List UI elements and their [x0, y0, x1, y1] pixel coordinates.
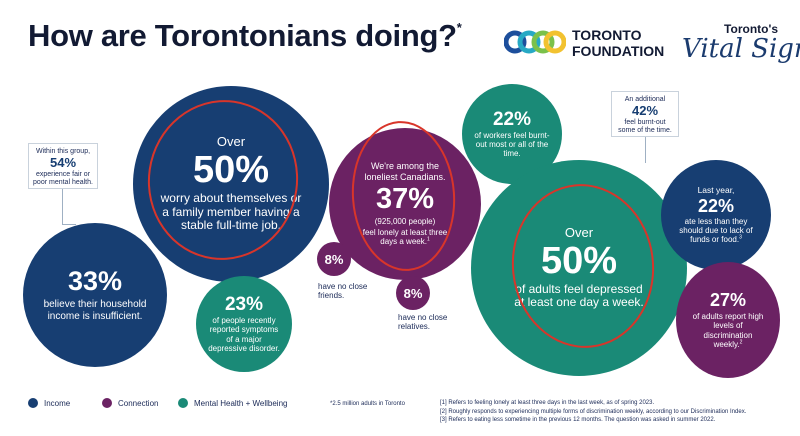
stat-loneliness: We're among the loneliest Canadians. 37%… [329, 128, 481, 280]
stat-no-close-relatives: 8% [396, 276, 430, 310]
stat-food-insecurity: Last year, 22% ate less than they should… [661, 160, 771, 270]
stat-no-close-friends: 8% [317, 242, 351, 276]
footnote-population: *2.5 million adults in Toronto [330, 401, 405, 407]
footnotes: [1] Refers to feeling lonely at least th… [440, 400, 747, 424]
stat-depressive-disorder: 23% of people recently reported symptoms… [196, 276, 292, 372]
page-title: How are Torontonians doing?* [28, 18, 462, 53]
callout-connector [62, 224, 76, 225]
callout-burnout: An additional 42% feel burnt-out some of… [611, 91, 679, 137]
stat-worker-burnout: 22% of workers feel burnt-out most or al… [462, 84, 562, 184]
stat-income: 33% believe their household income is in… [23, 223, 167, 367]
toronto-foundation-logo-icon [504, 30, 566, 54]
legend-connection: Connection [102, 398, 158, 408]
stat-depressed: Over 50% of adults feel depressed at lea… [471, 160, 687, 376]
legend-income: Income [28, 398, 70, 408]
stat-discrimination: 27% of adults report high levels of disc… [676, 262, 780, 378]
callout-connector [62, 189, 63, 225]
legend-wellbeing: Mental Health + Wellbeing [178, 398, 287, 408]
legend-wellbeing-dot [178, 398, 188, 408]
callout-mental-health: Within this group, 54% experience fair o… [28, 143, 98, 189]
no-close-relatives-label: have no close relatives. [398, 313, 448, 332]
vital-signs-logo-top: Toronto's [724, 22, 778, 36]
callout-connector [645, 137, 646, 163]
vital-signs-logo: Vital Signs [682, 34, 800, 64]
toronto-foundation-logo: TORONTO FOUNDATION [572, 27, 665, 59]
legend-connection-dot [102, 398, 112, 408]
legend-income-dot [28, 398, 38, 408]
no-close-friends-label: have no close friends. [318, 282, 368, 301]
stat-job-worry: Over 50% worry about themselves or a fam… [133, 86, 329, 282]
